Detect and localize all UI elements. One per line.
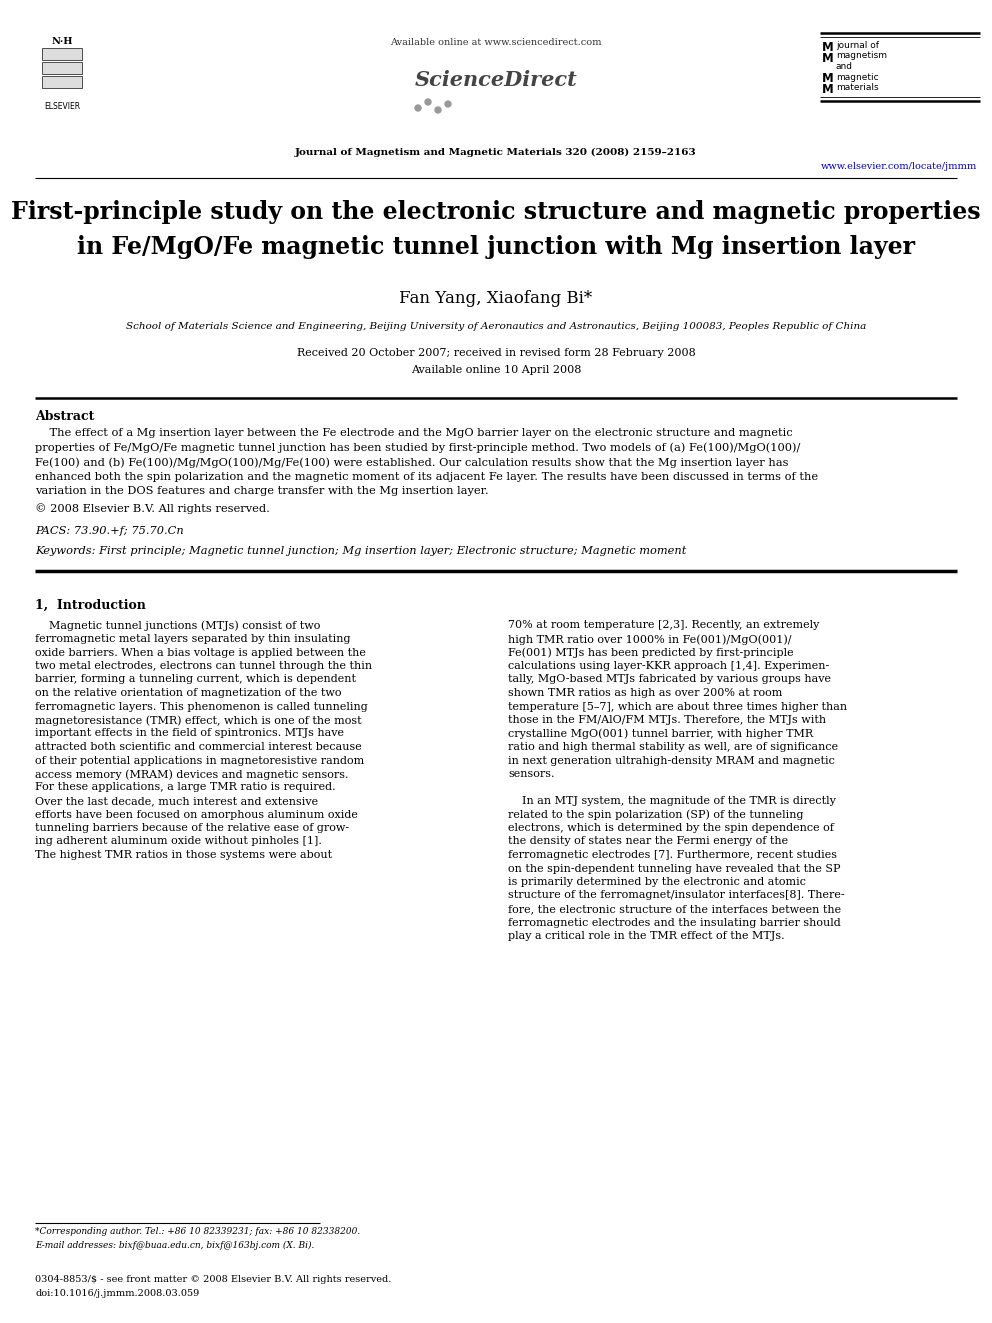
Text: magnetic: magnetic — [836, 73, 879, 82]
Text: access memory (MRAM) devices and magnetic sensors.: access memory (MRAM) devices and magneti… — [35, 769, 348, 779]
Text: calculations using layer-KKR approach [1,4]. Experimen-: calculations using layer-KKR approach [1… — [508, 662, 829, 671]
Text: on the spin-dependent tunneling have revealed that the SP: on the spin-dependent tunneling have rev… — [508, 864, 840, 873]
Text: important effects in the field of spintronics. MTJs have: important effects in the field of spintr… — [35, 729, 344, 738]
Text: ScienceDirect: ScienceDirect — [415, 70, 577, 90]
Text: N·H: N·H — [52, 37, 72, 46]
Bar — [42, 48, 82, 60]
Text: ratio and high thermal stability as well, are of significance: ratio and high thermal stability as well… — [508, 742, 838, 751]
Text: In an MTJ system, the magnitude of the TMR is directly: In an MTJ system, the magnitude of the T… — [508, 796, 836, 806]
Text: Keywords: First principle; Magnetic tunnel junction; Mg insertion layer; Electro: Keywords: First principle; Magnetic tunn… — [35, 546, 686, 557]
Bar — [42, 62, 82, 74]
Text: ferromagnetic electrodes [7]. Furthermore, recent studies: ferromagnetic electrodes [7]. Furthermor… — [508, 849, 837, 860]
Text: structure of the ferromagnet/insulator interfaces[8]. There-: structure of the ferromagnet/insulator i… — [508, 890, 844, 901]
Text: Fan Yang, Xiaofang Bi*: Fan Yang, Xiaofang Bi* — [400, 290, 592, 307]
Text: variation in the DOS features and charge transfer with the Mg insertion layer.: variation in the DOS features and charge… — [35, 486, 489, 496]
Text: sensors.: sensors. — [508, 769, 555, 779]
Text: doi:10.1016/j.jmmm.2008.03.059: doi:10.1016/j.jmmm.2008.03.059 — [35, 1289, 199, 1298]
Text: M: M — [822, 83, 833, 97]
Bar — [42, 75, 82, 89]
Text: Journal of Magnetism and Magnetic Materials 320 (2008) 2159–2163: Journal of Magnetism and Magnetic Materi… — [296, 148, 696, 157]
Text: barrier, forming a tunneling current, which is dependent: barrier, forming a tunneling current, wh… — [35, 675, 356, 684]
Text: in next generation ultrahigh-density MRAM and magnetic: in next generation ultrahigh-density MRA… — [508, 755, 835, 766]
Text: Fe(100) and (b) Fe(100)/Mg/MgO(100)/Mg/Fe(100) were established. Our calculation: Fe(100) and (b) Fe(100)/Mg/MgO(100)/Mg/F… — [35, 456, 789, 467]
Text: ing adherent aluminum oxide without pinholes [1].: ing adherent aluminum oxide without pinh… — [35, 836, 321, 847]
Text: Available online 10 April 2008: Available online 10 April 2008 — [411, 365, 581, 374]
Text: ELSEVIER: ELSEVIER — [44, 102, 80, 111]
Text: enhanced both the spin polarization and the magnetic moment of its adjacent Fe l: enhanced both the spin polarization and … — [35, 471, 818, 482]
Text: Over the last decade, much interest and extensive: Over the last decade, much interest and … — [35, 796, 318, 806]
Text: the density of states near the Fermi energy of the: the density of states near the Fermi ene… — [508, 836, 788, 847]
Circle shape — [435, 107, 441, 112]
Text: and: and — [836, 62, 853, 71]
Text: For these applications, a large TMR ratio is required.: For these applications, a large TMR rati… — [35, 782, 335, 792]
Text: shown TMR ratios as high as over 200% at room: shown TMR ratios as high as over 200% at… — [508, 688, 783, 699]
Text: is primarily determined by the electronic and atomic: is primarily determined by the electroni… — [508, 877, 806, 886]
Text: fore, the electronic structure of the interfaces between the: fore, the electronic structure of the in… — [508, 904, 841, 914]
Text: The effect of a Mg insertion layer between the Fe electrode and the MgO barrier : The effect of a Mg insertion layer betwe… — [35, 429, 793, 438]
Text: those in the FM/AlO/FM MTJs. Therefore, the MTJs with: those in the FM/AlO/FM MTJs. Therefore, … — [508, 714, 826, 725]
Text: tally, MgO-based MTJs fabricated by various groups have: tally, MgO-based MTJs fabricated by vari… — [508, 675, 831, 684]
Text: two metal electrodes, electrons can tunnel through the thin: two metal electrodes, electrons can tunn… — [35, 662, 372, 671]
Text: 1,  Introduction: 1, Introduction — [35, 598, 146, 611]
Text: efforts have been focused on amorphous aluminum oxide: efforts have been focused on amorphous a… — [35, 810, 358, 819]
Text: attracted both scientific and commercial interest because: attracted both scientific and commercial… — [35, 742, 362, 751]
Text: E-mail addresses: bixf@buaa.edu.cn, bixf@163bj.com (X. Bi).: E-mail addresses: bixf@buaa.edu.cn, bixf… — [35, 1241, 314, 1250]
Circle shape — [445, 101, 451, 107]
Circle shape — [425, 99, 431, 105]
Text: First-principle study on the electronic structure and magnetic properties: First-principle study on the electronic … — [11, 200, 981, 224]
Text: School of Materials Science and Engineering, Beijing University of Aeronautics a: School of Materials Science and Engineer… — [126, 321, 866, 331]
Text: related to the spin polarization (SP) of the tunneling: related to the spin polarization (SP) of… — [508, 810, 804, 820]
Text: in Fe/MgO/Fe magnetic tunnel junction with Mg insertion layer: in Fe/MgO/Fe magnetic tunnel junction wi… — [77, 235, 915, 259]
Text: on the relative orientation of magnetization of the two: on the relative orientation of magnetiza… — [35, 688, 341, 699]
Text: 70% at room temperature [2,3]. Recently, an extremely: 70% at room temperature [2,3]. Recently,… — [508, 620, 819, 631]
Text: © 2008 Elsevier B.V. All rights reserved.: © 2008 Elsevier B.V. All rights reserved… — [35, 504, 270, 515]
Text: Magnetic tunnel junctions (MTJs) consist of two: Magnetic tunnel junctions (MTJs) consist… — [35, 620, 320, 631]
Text: 0304-8853/$ - see front matter © 2008 Elsevier B.V. All rights reserved.: 0304-8853/$ - see front matter © 2008 El… — [35, 1275, 392, 1285]
Text: tunneling barriers because of the relative ease of grow-: tunneling barriers because of the relati… — [35, 823, 349, 833]
Text: Received 20 October 2007; received in revised form 28 February 2008: Received 20 October 2007; received in re… — [297, 348, 695, 359]
Text: *Corresponding author. Tel.: +86 10 82339231; fax: +86 10 82338200.: *Corresponding author. Tel.: +86 10 8233… — [35, 1226, 360, 1236]
Text: crystalline MgO(001) tunnel barrier, with higher TMR: crystalline MgO(001) tunnel barrier, wit… — [508, 729, 813, 740]
Text: journal of: journal of — [836, 41, 879, 50]
Text: M: M — [822, 41, 833, 54]
Text: oxide barriers. When a bias voltage is applied between the: oxide barriers. When a bias voltage is a… — [35, 647, 366, 658]
Text: of their potential applications in magnetoresistive random: of their potential applications in magne… — [35, 755, 364, 766]
Text: M: M — [822, 52, 833, 65]
Circle shape — [415, 105, 421, 111]
Text: ferromagnetic electrodes and the insulating barrier should: ferromagnetic electrodes and the insulat… — [508, 917, 841, 927]
Text: high TMR ratio over 1000% in Fe(001)/MgO(001)/: high TMR ratio over 1000% in Fe(001)/MgO… — [508, 634, 792, 644]
Text: Fe(001) MTJs has been predicted by first-principle: Fe(001) MTJs has been predicted by first… — [508, 647, 794, 658]
Text: play a critical role in the TMR effect of the MTJs.: play a critical role in the TMR effect o… — [508, 931, 785, 941]
Text: PACS: 73.90.+f; 75.70.Cn: PACS: 73.90.+f; 75.70.Cn — [35, 527, 184, 537]
Text: properties of Fe/MgO/Fe magnetic tunnel junction has been studied by first-princ: properties of Fe/MgO/Fe magnetic tunnel … — [35, 442, 801, 452]
Text: electrons, which is determined by the spin dependence of: electrons, which is determined by the sp… — [508, 823, 834, 833]
Text: magnetoresistance (TMR) effect, which is one of the most: magnetoresistance (TMR) effect, which is… — [35, 714, 362, 725]
Text: temperature [5–7], which are about three times higher than: temperature [5–7], which are about three… — [508, 701, 847, 712]
Text: Abstract: Abstract — [35, 410, 94, 423]
Text: ferromagnetic metal layers separated by thin insulating: ferromagnetic metal layers separated by … — [35, 634, 350, 644]
Text: ferromagnetic layers. This phenomenon is called tunneling: ferromagnetic layers. This phenomenon is… — [35, 701, 368, 712]
Text: magnetism: magnetism — [836, 52, 887, 61]
Text: The highest TMR ratios in those systems were about: The highest TMR ratios in those systems … — [35, 849, 332, 860]
Text: www.elsevier.com/locate/jmmm: www.elsevier.com/locate/jmmm — [820, 161, 977, 171]
Text: M: M — [822, 73, 833, 86]
Text: materials: materials — [836, 83, 879, 93]
Text: Available online at www.sciencedirect.com: Available online at www.sciencedirect.co… — [390, 38, 602, 48]
